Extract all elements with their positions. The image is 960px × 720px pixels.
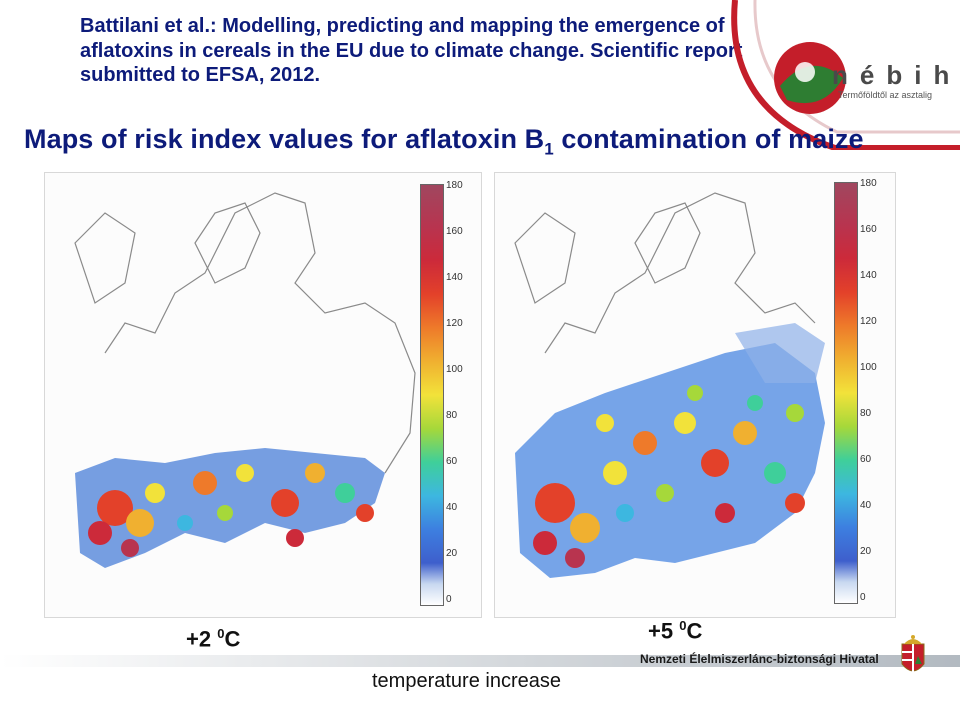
europe-map-left — [45, 173, 481, 617]
label-degree-sup: 0 — [217, 626, 225, 641]
footer-band — [0, 655, 960, 667]
risk-map-plus-2 — [44, 172, 482, 618]
nebih-logo — [731, 0, 960, 150]
title-prefix: Maps of risk index values for aflatoxin … — [24, 124, 545, 154]
tick-label: 80 — [446, 410, 458, 421]
logo-dot-icon — [795, 62, 815, 82]
tick-label: 120 — [446, 318, 463, 329]
hungarian-crest-icon — [901, 635, 925, 672]
tick-label: 20 — [860, 546, 872, 557]
title-subscript: 1 — [544, 139, 554, 159]
logo-tagline: Termőföldtől az asztalig — [838, 90, 933, 100]
label-value: +2 — [186, 626, 218, 652]
page-title: Maps of risk index values for aflatoxin … — [24, 124, 864, 159]
tick-label: 60 — [446, 456, 458, 467]
label-plus-2-degrees: +2 0C — [186, 626, 240, 652]
logo-arc — [731, 0, 960, 150]
tick-label: 0 — [860, 592, 866, 603]
colorbar-right-ticks: 180 160 140 120 100 80 60 40 20 0 — [860, 178, 890, 614]
temperature-increase-caption: temperature increase — [372, 670, 561, 692]
citation-header: Battilani et al.: Modelling, predicting … — [80, 14, 880, 88]
colorbar-left-ticks: 180 160 140 120 100 80 60 40 20 0 — [446, 180, 476, 616]
citation-line-1: Battilani et al.: Modelling, predicting … — [80, 15, 725, 37]
label-value: +5 — [648, 618, 680, 644]
tick-label: 20 — [446, 548, 458, 559]
label-unit: C — [224, 626, 241, 652]
tick-label: 100 — [860, 362, 877, 373]
tick-label: 140 — [860, 270, 877, 281]
label-plus-5-degrees: +5 0C — [648, 618, 702, 644]
tick-label: 40 — [860, 500, 872, 511]
tick-label: 120 — [860, 316, 877, 327]
tick-label: 180 — [446, 180, 463, 191]
tick-label: 60 — [860, 454, 872, 465]
tick-label: 160 — [860, 224, 877, 235]
label-degree-sup: 0 — [679, 618, 687, 633]
citation-line-2: aflatoxins in cereals in the EU due to c… — [80, 39, 743, 62]
tick-label: 160 — [446, 226, 463, 237]
tick-label: 40 — [446, 502, 458, 513]
tick-label: 180 — [860, 178, 877, 189]
colorbar-right — [834, 182, 858, 604]
logo-wordmark: nébih — [832, 60, 960, 90]
colorbar-left — [420, 184, 444, 606]
tick-label: 80 — [860, 408, 872, 419]
tick-label: 140 — [446, 272, 463, 283]
risk-map-plus-5 — [494, 172, 896, 618]
citation-line-3: submitted to EFSA, 2012. — [80, 64, 321, 86]
tick-label: 100 — [446, 364, 463, 375]
footer-org-name: Nemzeti Élelmiszerlánc-biztonsági Hivata… — [640, 652, 879, 666]
europe-map-right — [495, 173, 895, 617]
title-suffix: contamination of maize — [553, 124, 864, 154]
label-unit: C — [686, 618, 703, 644]
tick-label: 0 — [446, 594, 452, 605]
